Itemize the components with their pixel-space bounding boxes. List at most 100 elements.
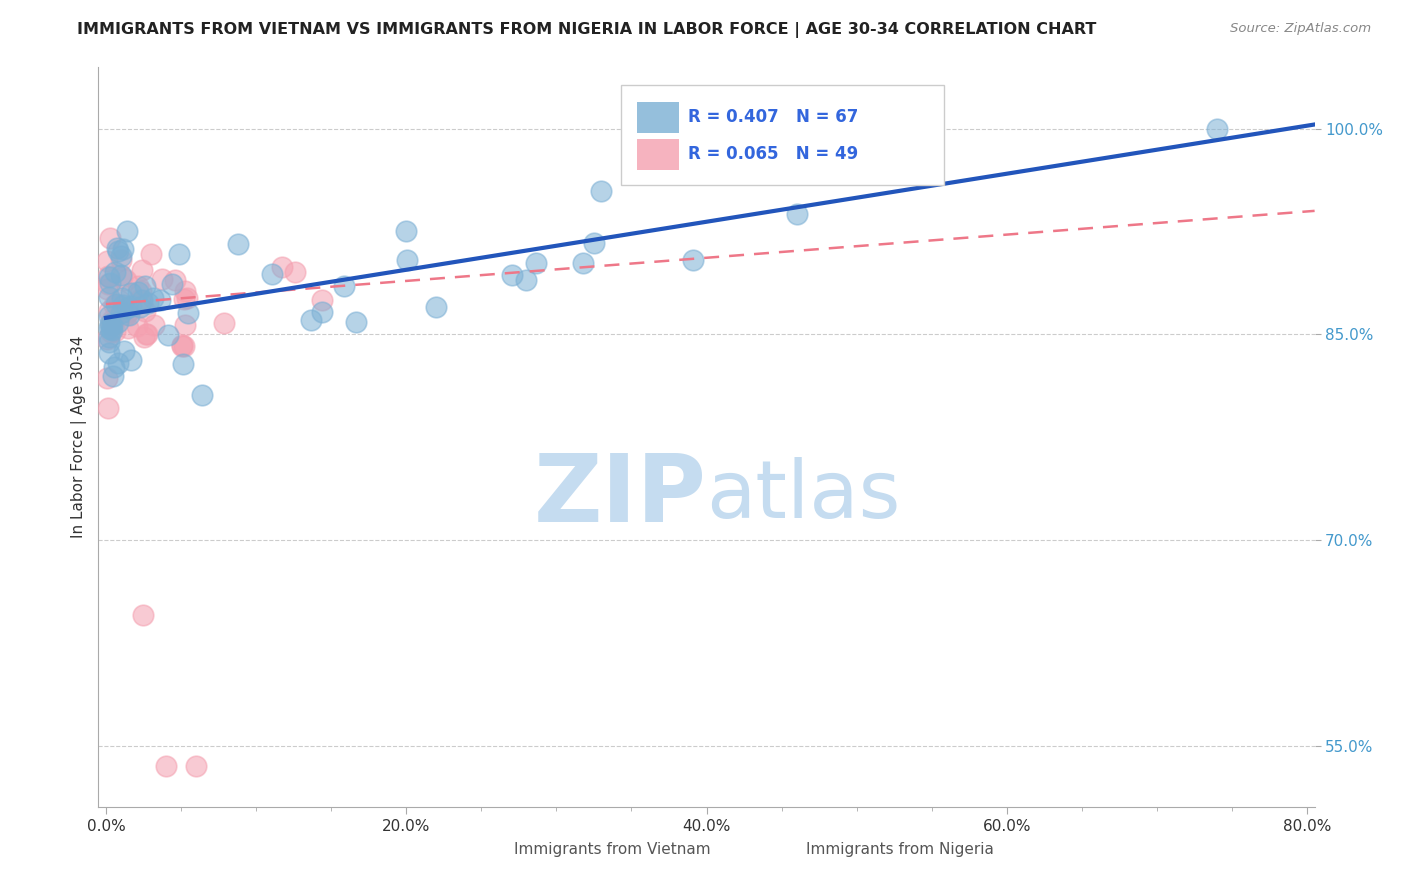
Point [135, 326, 157, 341]
FancyBboxPatch shape [621, 86, 943, 186]
Point [127, 279, 149, 293]
Point [173, 284, 195, 298]
Point [501, 268, 523, 282]
Point [96, 371, 118, 385]
Point [107, 244, 129, 258]
Point [174, 318, 197, 333]
Point [260, 267, 283, 281]
Point [163, 272, 186, 286]
FancyBboxPatch shape [637, 102, 679, 133]
Point [184, 759, 207, 773]
Point [212, 316, 235, 330]
Point [100, 322, 122, 336]
Point [132, 608, 155, 623]
Point [120, 352, 142, 367]
Point [118, 308, 141, 322]
FancyBboxPatch shape [467, 837, 509, 862]
Point [117, 305, 139, 319]
Point [682, 252, 704, 267]
Point [142, 291, 165, 305]
Point [115, 224, 138, 238]
Point [112, 343, 135, 358]
Point [311, 304, 333, 318]
Point [103, 298, 125, 312]
Point [97, 335, 120, 350]
Point [96, 332, 118, 346]
Text: IMMIGRANTS FROM VIETNAM VS IMMIGRANTS FROM NIGERIA IN LABOR FORCE | AGE 30-34 CO: IMMIGRANTS FROM VIETNAM VS IMMIGRANTS FR… [77, 22, 1097, 38]
Point [104, 265, 127, 279]
Point [98, 317, 121, 331]
Point [98, 276, 121, 290]
Point [107, 356, 129, 370]
Text: Immigrants from Nigeria: Immigrants from Nigeria [806, 842, 994, 857]
Point [111, 269, 134, 284]
Point [115, 272, 138, 286]
Point [515, 273, 537, 287]
Point [333, 279, 356, 293]
Point [311, 293, 333, 307]
Point [167, 247, 190, 261]
Point [110, 249, 132, 263]
Point [172, 338, 194, 352]
Point [344, 315, 367, 329]
Point [108, 293, 131, 307]
Point [132, 330, 155, 344]
Point [284, 265, 307, 279]
Point [786, 207, 808, 221]
Point [143, 318, 166, 333]
Point [131, 293, 153, 308]
Point [103, 369, 125, 384]
Point [172, 357, 194, 371]
Point [582, 236, 605, 251]
Point [1206, 121, 1229, 136]
Point [105, 297, 128, 311]
Text: Source: ZipAtlas.com: Source: ZipAtlas.com [1230, 22, 1371, 36]
Point [190, 388, 212, 402]
Point [157, 327, 180, 342]
Point [97, 346, 120, 360]
Point [665, 145, 688, 159]
Point [96, 282, 118, 296]
Text: Immigrants from Vietnam: Immigrants from Vietnam [515, 842, 711, 857]
Point [111, 298, 134, 312]
Point [176, 291, 198, 305]
Point [96, 253, 118, 268]
Point [125, 318, 148, 333]
Point [120, 286, 142, 301]
Point [299, 313, 322, 327]
Point [107, 315, 129, 329]
Point [97, 401, 120, 416]
Point [177, 306, 200, 320]
Point [97, 329, 120, 343]
Point [97, 277, 120, 292]
Point [226, 236, 249, 251]
Point [127, 285, 149, 299]
Point [97, 321, 120, 335]
Text: R = 0.407   N = 67: R = 0.407 N = 67 [689, 108, 859, 127]
Point [170, 338, 193, 352]
Point [103, 360, 125, 375]
Point [155, 759, 177, 773]
Point [129, 300, 152, 314]
Point [271, 260, 294, 274]
Point [117, 321, 139, 335]
Point [149, 293, 172, 308]
Point [100, 326, 122, 340]
FancyBboxPatch shape [759, 837, 800, 862]
Point [97, 309, 120, 323]
Point [101, 313, 124, 327]
Point [101, 318, 124, 333]
Point [136, 296, 159, 310]
Point [425, 300, 447, 314]
Point [104, 324, 127, 338]
Point [97, 290, 120, 304]
Point [395, 224, 418, 238]
Point [107, 298, 129, 312]
Point [97, 270, 120, 285]
FancyBboxPatch shape [637, 139, 679, 169]
Text: ZIP: ZIP [534, 450, 707, 542]
Point [128, 293, 150, 307]
Point [120, 299, 142, 313]
Point [100, 317, 122, 331]
Point [98, 231, 121, 245]
